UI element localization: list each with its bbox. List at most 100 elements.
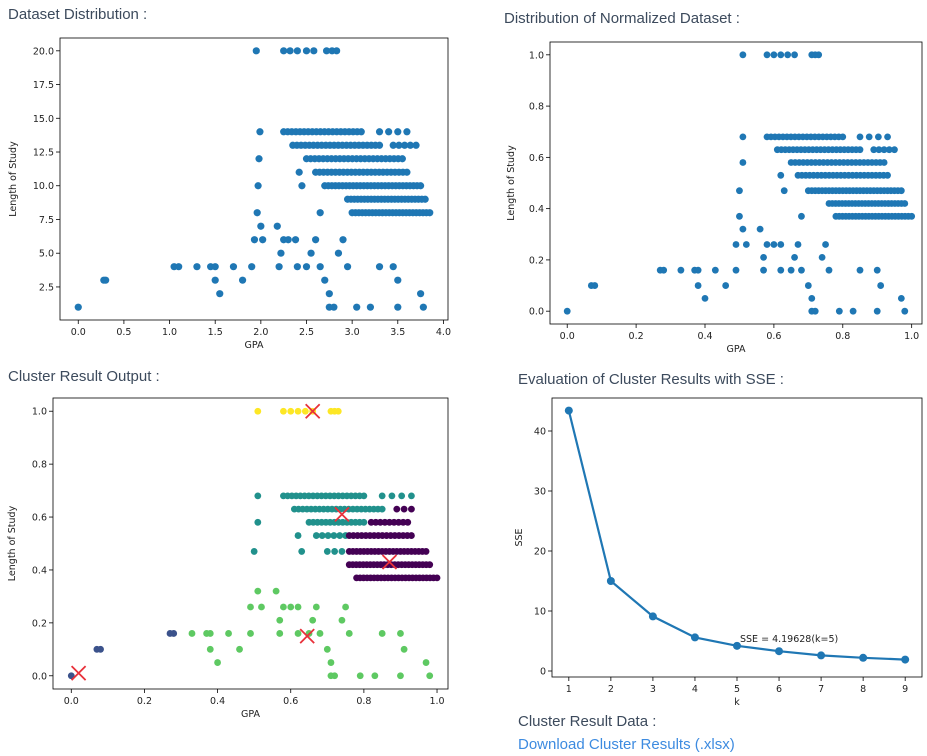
y-tick-label: 12.5 xyxy=(33,148,54,159)
cluster-result-chart: 0.0 0.2 0.4 0.6 0.8 1.0 0.0 0.2 0.4 0.6 0.8 1.0 GPA L… xyxy=(7,397,449,720)
data-point xyxy=(216,290,224,298)
data-point xyxy=(193,263,201,271)
data-point xyxy=(229,263,238,271)
sse-elbow-chart: 1 2 3 4 5 6 7 8 9 0 10 20 30 40 k SSE SSE = 4.19628(k=5) xyxy=(514,397,923,708)
data-point xyxy=(732,241,740,248)
cluster-point xyxy=(378,492,386,500)
data-point xyxy=(419,303,427,311)
cluster-point xyxy=(397,672,404,680)
data-point xyxy=(798,212,805,220)
sse-point xyxy=(733,641,741,650)
cluster-point xyxy=(312,603,320,611)
cluster-point xyxy=(170,630,178,637)
cluster-point xyxy=(324,532,332,539)
y-tick-label: 0.8 xyxy=(32,460,47,471)
data-point xyxy=(395,141,403,149)
data-point xyxy=(787,266,795,274)
data-point xyxy=(293,47,301,55)
normalized-distribution-chart: 0.0 0.2 0.4 0.6 0.8 1.0 0.0 0.2 0.4 0.6 0.8 1.0 GPA L… xyxy=(506,41,923,355)
cluster-point xyxy=(408,505,415,513)
sse-line xyxy=(567,410,906,661)
data-point xyxy=(417,290,425,298)
data-point xyxy=(353,303,361,311)
data-point xyxy=(732,266,740,274)
cluster-point xyxy=(400,645,408,653)
data-point xyxy=(763,51,771,59)
cluster-point xyxy=(287,407,295,415)
x-tick-label: 0.4 xyxy=(210,696,225,707)
data-point xyxy=(694,282,702,289)
x-tick-label: 2 xyxy=(608,684,614,695)
data-point xyxy=(722,282,730,289)
cluster-point xyxy=(294,407,302,415)
data-point xyxy=(322,47,331,55)
data-point xyxy=(856,146,864,154)
cluster-point xyxy=(254,587,262,595)
cluster-point xyxy=(422,659,430,666)
cluster-point xyxy=(331,548,339,555)
data-point xyxy=(211,263,219,271)
data-point xyxy=(873,266,881,274)
data-point xyxy=(804,282,812,289)
cluster-point xyxy=(433,574,441,582)
x-tick-label: 0.0 xyxy=(64,696,79,707)
data-point xyxy=(897,187,905,195)
cluster-point xyxy=(331,672,339,680)
data-point xyxy=(739,51,747,59)
data-point xyxy=(711,266,719,274)
cluster-point xyxy=(272,587,280,595)
data-point xyxy=(417,182,425,190)
cluster-point xyxy=(254,407,262,415)
data-point xyxy=(316,209,324,217)
data-point xyxy=(426,209,434,217)
data-point xyxy=(770,241,778,248)
data-point xyxy=(873,307,881,315)
cluster-point xyxy=(97,645,104,653)
data-point xyxy=(312,236,320,244)
centroid-marker xyxy=(299,628,315,644)
y-axis-label: SSE xyxy=(514,528,525,546)
data-point xyxy=(334,249,343,257)
cluster-point xyxy=(422,548,430,555)
data-point xyxy=(865,133,873,141)
x-tick-label: 0.4 xyxy=(697,331,712,342)
plot-frame xyxy=(549,41,923,325)
cluster-point xyxy=(214,659,221,666)
data-point xyxy=(421,195,429,203)
centroid-marker xyxy=(381,554,398,570)
data-point xyxy=(811,307,819,315)
y-axis-label: Length of Study xyxy=(7,505,18,581)
data-point xyxy=(885,146,893,154)
cluster-point xyxy=(316,630,324,637)
y-axis-label: Length of Study xyxy=(8,141,19,217)
data-point xyxy=(238,276,247,284)
data-point xyxy=(394,128,402,136)
cluster-point xyxy=(345,630,353,637)
data-point xyxy=(739,133,747,141)
data-point xyxy=(901,200,909,207)
cluster-point xyxy=(323,548,331,555)
data-point xyxy=(293,263,301,271)
cluster-point xyxy=(360,492,368,500)
data-point xyxy=(736,187,743,195)
y-tick-label: 0.2 xyxy=(32,618,47,629)
data-point xyxy=(760,266,767,274)
cluster-point xyxy=(397,630,404,637)
data-point xyxy=(291,236,300,244)
data-point xyxy=(256,128,264,136)
data-point xyxy=(398,155,406,163)
data-point xyxy=(835,307,843,315)
data-point xyxy=(102,276,110,284)
data-point xyxy=(815,51,823,59)
x-tick-label: 0.5 xyxy=(116,327,131,338)
download-cluster-results-link[interactable]: Download Cluster Results (.xlsx) xyxy=(518,736,735,753)
data-point xyxy=(822,241,829,248)
x-tick-label: 3.5 xyxy=(390,327,405,338)
cluster-point xyxy=(334,407,342,415)
heading-normalized-distribution: Distribution of Normalized Dataset : xyxy=(504,10,740,27)
data-point xyxy=(825,266,833,274)
cluster-point xyxy=(294,630,302,637)
data-point xyxy=(660,266,668,274)
y-tick-label: 20 xyxy=(534,547,546,558)
cluster-point xyxy=(247,603,254,611)
